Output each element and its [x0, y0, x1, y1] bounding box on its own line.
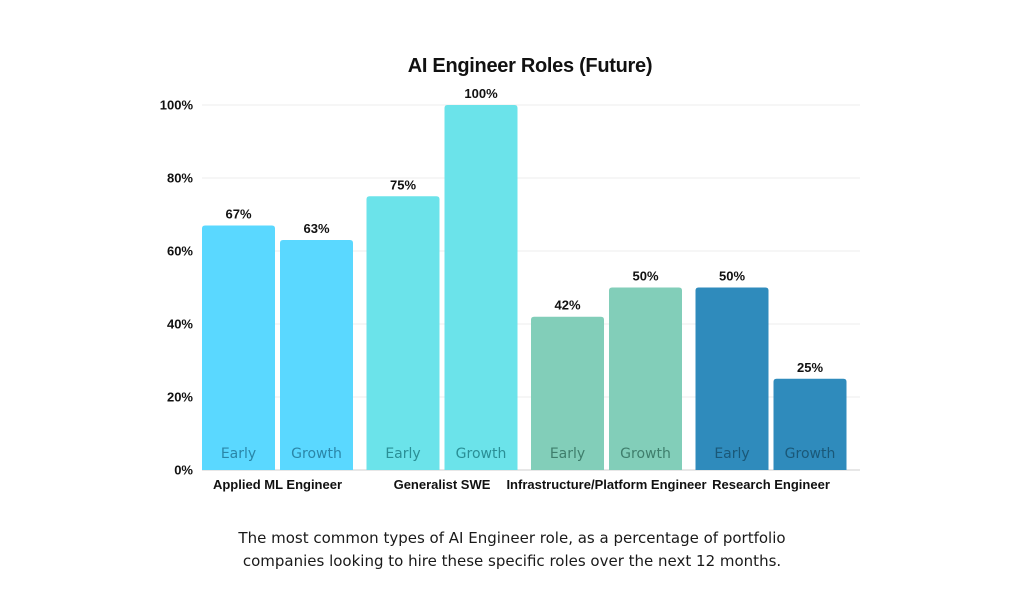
y-tick-label: 0% [174, 463, 193, 478]
bar-series-label: Growth [785, 446, 836, 462]
bars: 67% Early 63% Growth 75% Early 100% Growth 42% Ea… [202, 86, 847, 470]
bar-series-label: Growth [620, 446, 671, 462]
bar-early [202, 225, 275, 470]
x-axis-categories: Applied ML Engineer Generalist SWE Infrast… [213, 477, 830, 492]
y-tick-label: 80% [167, 171, 193, 186]
bar-growth [280, 240, 353, 470]
y-tick-label: 20% [167, 390, 193, 405]
bar-growth [444, 105, 518, 470]
bar-early [531, 316, 604, 470]
data-label: 50% [632, 269, 658, 284]
y-tick-label: 100% [160, 98, 194, 113]
bar-series-label: Growth [291, 446, 342, 462]
data-label: 63% [303, 221, 329, 236]
bar-series-label: Early [714, 446, 749, 462]
bar-series-label: Growth [456, 446, 507, 462]
bar-series-label: Early [550, 446, 585, 462]
caption-line-1: The most common types of AI Engineer rol… [238, 529, 786, 547]
bar-early [695, 287, 769, 470]
x-category-label: Applied ML Engineer [213, 477, 342, 492]
data-label: 50% [719, 269, 745, 284]
bar-series-label: Early [385, 446, 420, 462]
bar-growth [609, 287, 682, 470]
caption-line-2: companies looking to hire these specific… [242, 552, 782, 570]
y-tick-label: 40% [167, 317, 193, 332]
bar-early [366, 196, 440, 470]
bar-growth [773, 378, 847, 470]
data-label: 75% [390, 177, 416, 192]
chart-title: AI Engineer Roles (Future) [408, 55, 652, 77]
data-label: 100% [464, 86, 498, 101]
data-label: 67% [225, 206, 251, 221]
x-category-label: Infrastructure/Platform Engineer [506, 477, 706, 492]
y-axis-ticks: 0% 20% 40% 60% 80% 100% [160, 98, 194, 478]
data-label: 42% [554, 298, 580, 313]
bar-series-label: Early [221, 446, 256, 462]
chart-caption: The most common types of AI Engineer rol… [212, 527, 812, 573]
x-category-label: Research Engineer [712, 477, 830, 492]
x-category-label: Generalist SWE [394, 477, 491, 492]
data-label: 25% [797, 360, 823, 375]
y-tick-label: 60% [167, 244, 193, 259]
